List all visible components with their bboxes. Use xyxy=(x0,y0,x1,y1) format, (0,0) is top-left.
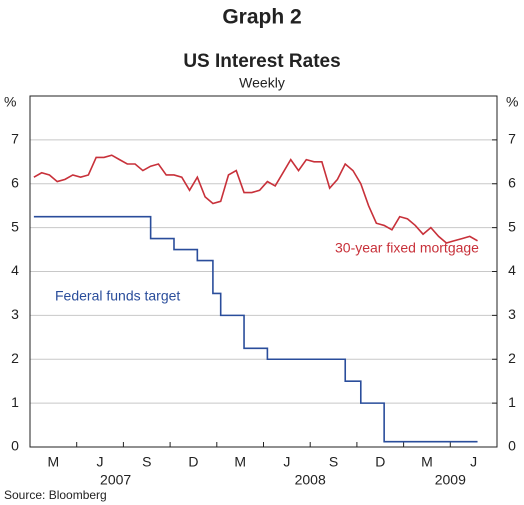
y2-tick-label: 6 xyxy=(508,174,516,190)
x-tick-label: J xyxy=(283,454,290,470)
chart-subtitle: US Interest Rates xyxy=(183,51,340,72)
x-tick-label: J xyxy=(97,454,104,470)
y2-tick-label: 7 xyxy=(508,131,516,147)
x-tick-label: D xyxy=(188,454,198,470)
x-group-label: 2008 xyxy=(295,472,326,488)
series-label: Federal funds target xyxy=(55,288,180,304)
x-tick-label: S xyxy=(329,454,338,470)
y2-tick-label: 0 xyxy=(508,438,516,454)
y2-tick-label: 5 xyxy=(508,218,516,234)
y-tick-label: 4 xyxy=(11,262,19,278)
series-label: 30-year fixed mortgage xyxy=(335,240,479,256)
y-tick-label: 5 xyxy=(11,218,19,234)
x-tick-label: D xyxy=(375,454,385,470)
y2-unit: % xyxy=(506,94,518,110)
x-tick-label: S xyxy=(142,454,151,470)
x-tick-label: J xyxy=(470,454,477,470)
y-tick-label: 6 xyxy=(11,174,19,190)
y-tick-label: 3 xyxy=(11,306,19,322)
y2-tick-label: 1 xyxy=(508,394,516,410)
series-line xyxy=(33,154,478,244)
frequency-note: Weekly xyxy=(239,75,285,91)
y-tick-label: 1 xyxy=(11,394,19,410)
y-unit: % xyxy=(4,94,16,110)
y2-tick-label: 4 xyxy=(508,262,516,278)
y-tick-label: 2 xyxy=(11,350,19,366)
y-tick-label: 0 xyxy=(11,438,19,454)
x-tick-label: M xyxy=(234,454,246,470)
x-tick-label: M xyxy=(421,454,433,470)
x-group-label: 2007 xyxy=(100,472,131,488)
x-group-label: 2009 xyxy=(435,472,466,488)
series-line xyxy=(33,215,478,443)
y2-tick-label: 3 xyxy=(508,306,516,322)
x-tick-label: M xyxy=(48,454,60,470)
y-tick-label: 7 xyxy=(11,131,19,147)
chart-title: Graph 2 xyxy=(222,6,301,29)
source: Source: Bloomberg xyxy=(4,488,107,502)
y2-tick-label: 2 xyxy=(508,350,516,366)
